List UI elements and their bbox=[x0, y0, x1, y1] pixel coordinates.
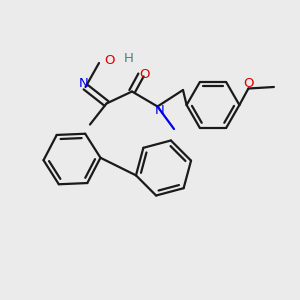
Text: O: O bbox=[104, 53, 115, 67]
Text: N: N bbox=[155, 103, 165, 117]
Text: O: O bbox=[140, 68, 150, 82]
Text: N: N bbox=[79, 77, 89, 90]
Text: H: H bbox=[124, 52, 134, 65]
Text: O: O bbox=[243, 76, 254, 90]
